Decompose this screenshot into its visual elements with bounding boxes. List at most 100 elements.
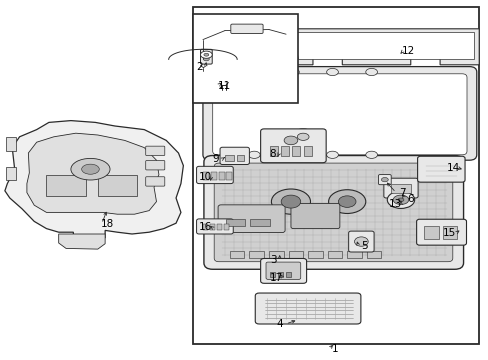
FancyBboxPatch shape — [203, 67, 476, 160]
Ellipse shape — [248, 68, 260, 76]
Text: 14: 14 — [446, 163, 460, 174]
FancyBboxPatch shape — [196, 219, 233, 234]
Ellipse shape — [365, 68, 377, 76]
Text: 8: 8 — [269, 149, 276, 159]
Bar — [229, 251, 244, 258]
FancyBboxPatch shape — [145, 177, 164, 186]
Text: 4: 4 — [276, 319, 283, 329]
Ellipse shape — [290, 129, 315, 145]
Text: 16: 16 — [198, 222, 212, 232]
Ellipse shape — [81, 164, 99, 174]
Bar — [225, 172, 231, 180]
Ellipse shape — [200, 51, 212, 58]
Bar — [304, 146, 311, 156]
Bar — [6, 137, 16, 151]
Bar — [225, 155, 234, 161]
Ellipse shape — [338, 196, 355, 207]
Bar — [193, 14, 298, 103]
Text: 11: 11 — [217, 81, 230, 91]
Bar — [250, 219, 269, 226]
Ellipse shape — [287, 68, 299, 76]
FancyBboxPatch shape — [260, 258, 306, 283]
Bar — [210, 224, 215, 230]
Text: 2: 2 — [196, 62, 203, 72]
FancyBboxPatch shape — [348, 231, 373, 252]
Bar — [288, 251, 303, 258]
Text: 13: 13 — [387, 199, 401, 210]
Bar — [390, 184, 410, 193]
Bar — [203, 224, 208, 230]
Ellipse shape — [281, 195, 300, 208]
Text: 3: 3 — [270, 255, 277, 265]
Text: 6: 6 — [407, 194, 413, 204]
FancyBboxPatch shape — [218, 205, 285, 233]
Ellipse shape — [203, 53, 208, 56]
Ellipse shape — [326, 68, 338, 76]
Bar — [442, 226, 456, 239]
Ellipse shape — [271, 189, 310, 214]
Bar — [277, 272, 282, 277]
FancyBboxPatch shape — [145, 146, 164, 156]
Ellipse shape — [248, 151, 260, 158]
Bar — [292, 146, 300, 156]
FancyBboxPatch shape — [417, 156, 464, 182]
Text: 9: 9 — [212, 154, 219, 164]
Bar — [46, 175, 85, 196]
Bar — [224, 224, 228, 230]
FancyBboxPatch shape — [416, 219, 466, 245]
Text: 5: 5 — [360, 241, 367, 251]
FancyBboxPatch shape — [203, 156, 463, 269]
FancyBboxPatch shape — [255, 293, 360, 324]
Bar — [98, 175, 137, 196]
Text: 1: 1 — [331, 344, 338, 354]
Bar — [366, 251, 381, 258]
Bar — [249, 251, 264, 258]
Bar — [211, 172, 217, 180]
Bar — [203, 172, 209, 180]
Polygon shape — [5, 121, 183, 245]
Polygon shape — [285, 29, 478, 65]
FancyBboxPatch shape — [214, 163, 452, 262]
Bar — [269, 146, 277, 156]
Bar — [268, 251, 283, 258]
Bar — [236, 155, 244, 161]
Ellipse shape — [392, 195, 408, 204]
Bar — [217, 224, 222, 230]
Bar — [424, 226, 438, 239]
FancyBboxPatch shape — [220, 147, 249, 165]
Ellipse shape — [397, 198, 403, 202]
Polygon shape — [27, 133, 159, 214]
Text: 7: 7 — [398, 188, 405, 198]
Bar — [219, 172, 224, 180]
FancyBboxPatch shape — [260, 129, 325, 163]
FancyBboxPatch shape — [200, 49, 212, 64]
Bar — [346, 251, 361, 258]
Ellipse shape — [381, 177, 387, 182]
Ellipse shape — [203, 57, 209, 61]
FancyBboxPatch shape — [378, 175, 390, 185]
Bar — [6, 167, 16, 180]
Bar — [269, 272, 274, 277]
Ellipse shape — [71, 158, 110, 180]
Bar — [281, 146, 288, 156]
Text: 12: 12 — [401, 46, 415, 56]
Bar — [193, 7, 478, 344]
Bar — [285, 272, 290, 277]
FancyBboxPatch shape — [383, 178, 417, 198]
Ellipse shape — [354, 237, 367, 246]
Ellipse shape — [326, 151, 338, 158]
FancyBboxPatch shape — [265, 262, 300, 279]
Text: 10: 10 — [199, 172, 211, 182]
Ellipse shape — [287, 151, 299, 158]
FancyBboxPatch shape — [212, 74, 466, 155]
Bar — [307, 251, 322, 258]
Polygon shape — [293, 32, 473, 59]
FancyBboxPatch shape — [145, 161, 164, 170]
Bar — [327, 251, 342, 258]
Text: 18: 18 — [101, 219, 114, 229]
Polygon shape — [59, 234, 105, 249]
Ellipse shape — [328, 190, 365, 213]
Ellipse shape — [297, 133, 308, 140]
FancyBboxPatch shape — [290, 203, 339, 229]
Text: 15: 15 — [442, 228, 456, 238]
